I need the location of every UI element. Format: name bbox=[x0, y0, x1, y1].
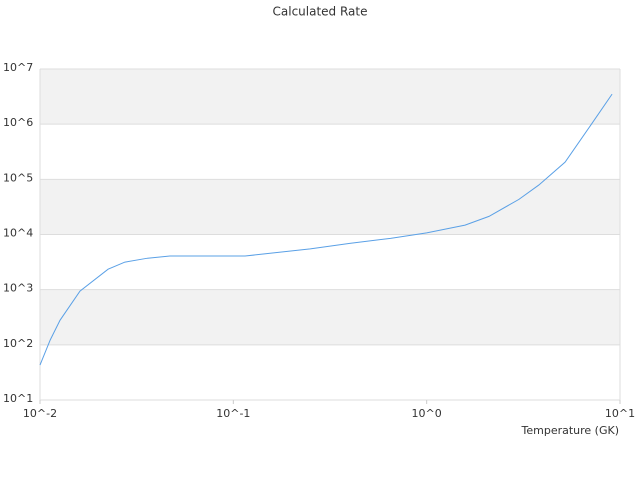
chart-title: Calculated Rate bbox=[273, 5, 368, 19]
grid-band bbox=[40, 289, 620, 345]
y-tick-label: 10^2 bbox=[3, 337, 33, 350]
y-tick-label: 10^4 bbox=[3, 227, 33, 240]
y-tick-label: 10^7 bbox=[3, 61, 33, 74]
y-tick-label: 10^3 bbox=[3, 282, 33, 295]
x-axis-label: Temperature (GK) bbox=[521, 424, 620, 437]
grid-band bbox=[40, 69, 620, 125]
x-tick-label: 10^0 bbox=[412, 407, 442, 420]
x-tick-label: 10^1 bbox=[605, 407, 635, 420]
grid-band bbox=[40, 179, 620, 235]
x-tick-label: 10^-2 bbox=[23, 407, 57, 420]
y-tick-label: 10^6 bbox=[3, 116, 33, 129]
line bbox=[39, 93, 613, 366]
x-tick-label: 10^-1 bbox=[216, 407, 250, 420]
y-tick-label: 10^1 bbox=[3, 392, 33, 405]
y-tick-label: 10^5 bbox=[3, 171, 33, 184]
